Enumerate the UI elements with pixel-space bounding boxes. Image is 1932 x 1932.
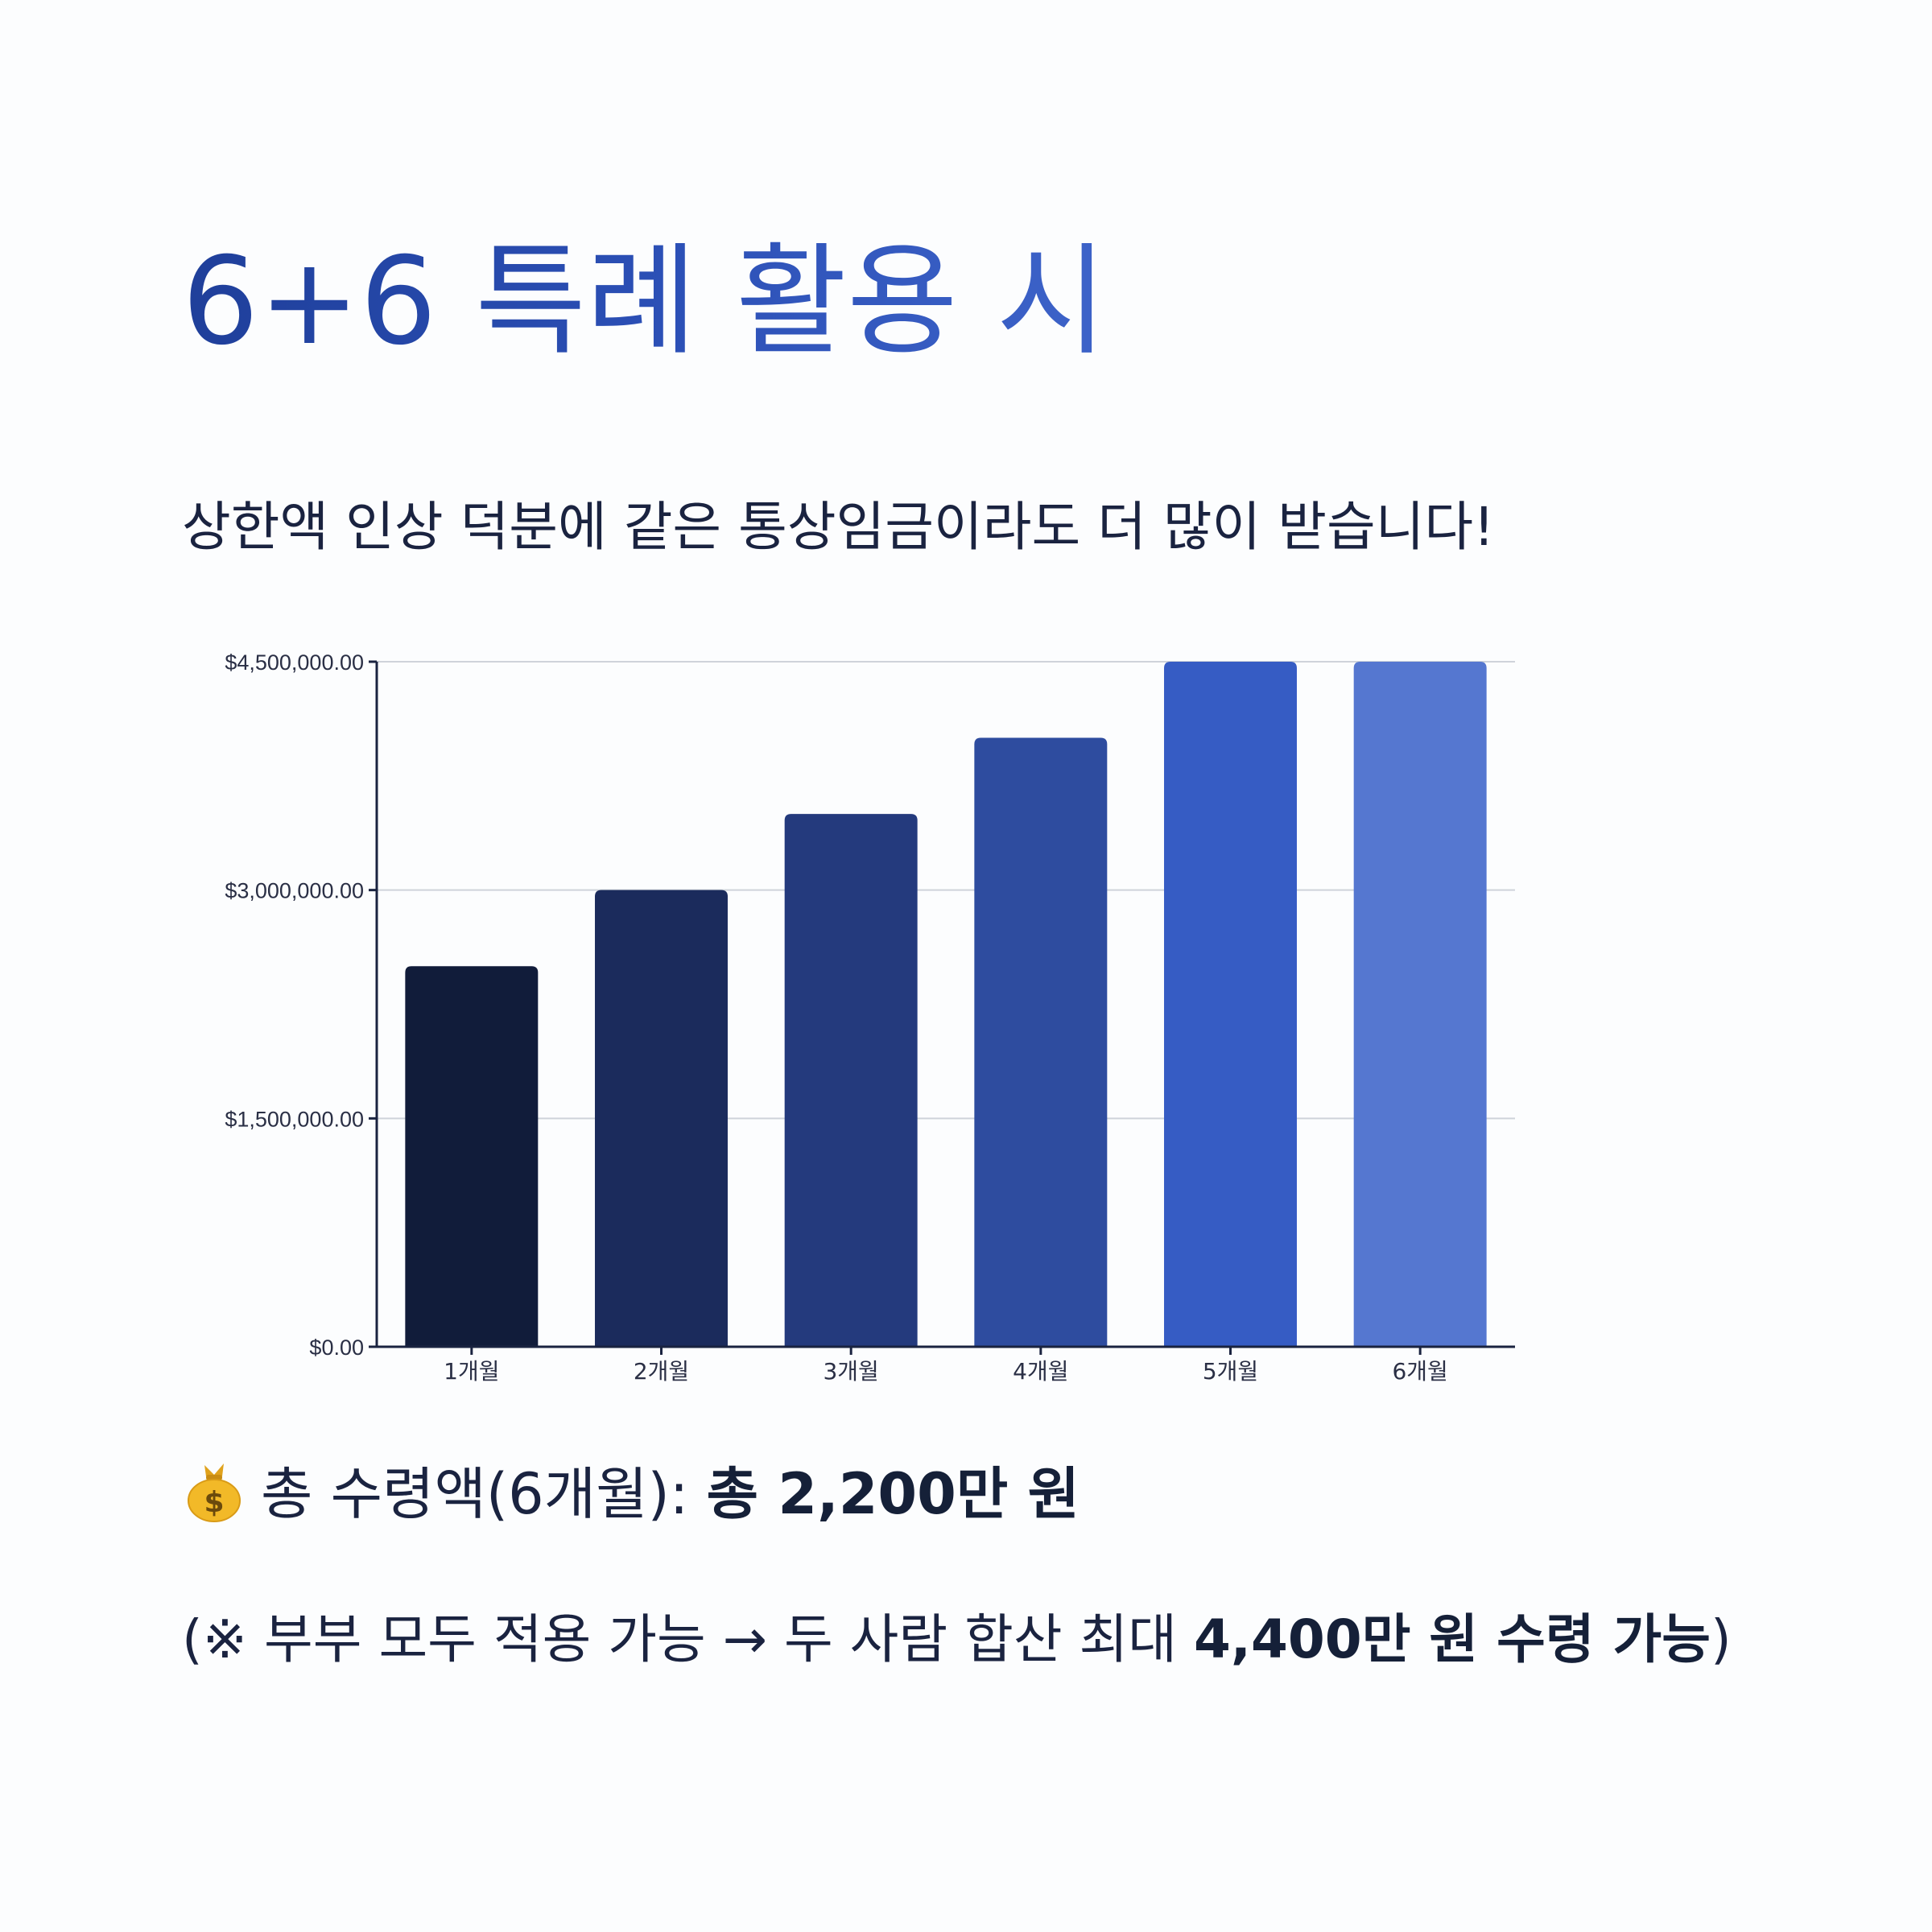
couple-note-suffix: ) xyxy=(1710,1608,1732,1670)
y-tick-label: $0.00 xyxy=(309,1335,364,1360)
page-subtitle: 상한액 인상 덕분에 같은 통상임금이라도 더 많이 받습니다! xyxy=(182,496,1495,558)
bar xyxy=(1353,662,1487,1347)
x-tick-label: 1개월 xyxy=(444,1358,499,1385)
bar xyxy=(974,737,1108,1347)
total-amount-value: 총 2,200만 원 xyxy=(706,1461,1080,1527)
bar xyxy=(1164,662,1297,1347)
page-title: 6+6 특례 활용 시 xyxy=(182,232,1108,372)
x-tick-label: 6개월 xyxy=(1392,1358,1447,1385)
bar-chart: $0.00 $1,500,000.00 $3,000,000.00 $4,500,00… xyxy=(225,650,1515,1385)
x-tick-label: 5개월 xyxy=(1203,1358,1258,1385)
y-tick-label: $4,500,000.00 xyxy=(225,650,364,675)
couple-note: (※ 부부 모두 적용 가능 → 두 사람 합산 최대 4,400만 원 수령 … xyxy=(182,1613,1732,1666)
money-bag-icon: $ xyxy=(188,1463,241,1522)
x-tick-label: 4개월 xyxy=(1013,1358,1068,1385)
bar xyxy=(405,966,539,1347)
total-amount-label: 총 수령액(6개월): xyxy=(261,1461,707,1527)
total-amount-line: $ 총 수령액(6개월): 총 2,200만 원 xyxy=(182,1459,1080,1523)
y-tick-label: $3,000,000.00 xyxy=(225,879,364,903)
couple-note-prefix: (※ 부부 모두 적용 가능 → 두 사람 합산 최대 xyxy=(182,1608,1194,1670)
bar xyxy=(595,890,728,1347)
couple-note-value: 4,400만 원 수령 가능 xyxy=(1193,1608,1711,1670)
x-tick-label: 2개월 xyxy=(634,1358,689,1385)
x-tick-label: 3개월 xyxy=(823,1358,878,1385)
svg-text:$: $ xyxy=(204,1486,224,1519)
bar xyxy=(784,814,918,1347)
y-tick-label: $1,500,000.00 xyxy=(225,1107,364,1131)
